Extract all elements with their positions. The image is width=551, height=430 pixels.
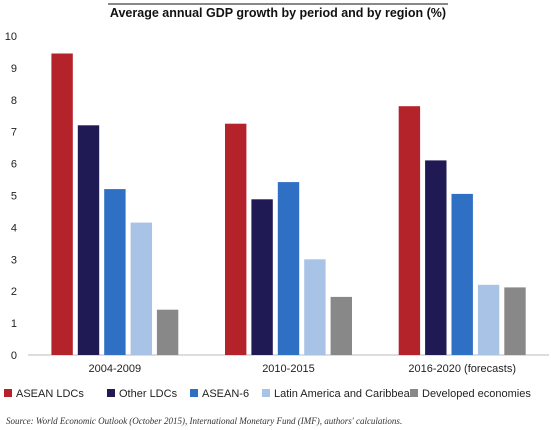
legend-label: Latin America and Caribbean: [274, 388, 416, 400]
x-tick-label: 2004-2009: [88, 363, 141, 375]
legend-swatch: [107, 389, 115, 397]
y-tick-label: 5: [11, 191, 17, 203]
bar: [504, 287, 526, 355]
bar: [251, 199, 273, 355]
bar: [477, 284, 500, 355]
legend-swatch: [190, 389, 198, 397]
bar: [130, 222, 152, 355]
bar: [104, 189, 126, 355]
y-tick-label: 8: [11, 95, 17, 107]
y-tick-label: 2: [11, 286, 17, 298]
legend-label: ASEAN-6: [202, 388, 249, 400]
legend: ASEAN LDCs Other LDCs ASEAN-6 Latin America…: [4, 388, 531, 400]
bar: [225, 123, 247, 355]
legend-label: Developed economies: [422, 388, 531, 400]
legend-swatch: [262, 389, 270, 397]
bar: [451, 193, 473, 355]
chart-title: Average annual GDP growth by period and …: [110, 6, 446, 20]
x-tick-label: 2010-2015: [262, 363, 315, 375]
y-tick-label: 3: [11, 254, 17, 266]
source-note: Source: World Economic Outlook (October …: [6, 416, 402, 426]
y-tick-label: 0: [11, 350, 17, 362]
bar: [277, 182, 300, 355]
bar: [330, 296, 352, 355]
y-tick-label: 7: [11, 127, 17, 139]
x-tick-label: 2016-2020 (forecasts): [408, 363, 516, 375]
bar: [398, 106, 421, 355]
legend-swatch: [410, 389, 418, 397]
bar: [425, 160, 447, 355]
y-axis: 0 1 2 3 4 5 6 7 8 9 10: [5, 31, 17, 362]
bars-group: [51, 53, 526, 355]
legend-label: ASEAN LDCs: [16, 388, 84, 400]
bar: [304, 259, 326, 355]
bar: [77, 125, 100, 355]
legend-label: Other LDCs: [119, 388, 178, 400]
y-tick-label: 1: [11, 318, 17, 330]
y-tick-label: 6: [11, 159, 17, 171]
bar: [156, 309, 179, 355]
y-tick-label: 9: [11, 63, 17, 75]
x-axis-categories: 2004-2009 2010-2015 2016-2020 (forecasts): [88, 363, 516, 375]
y-tick-label: 4: [11, 222, 17, 234]
bar: [51, 53, 73, 355]
legend-swatch: [4, 389, 12, 397]
y-tick-label: 10: [5, 31, 17, 43]
